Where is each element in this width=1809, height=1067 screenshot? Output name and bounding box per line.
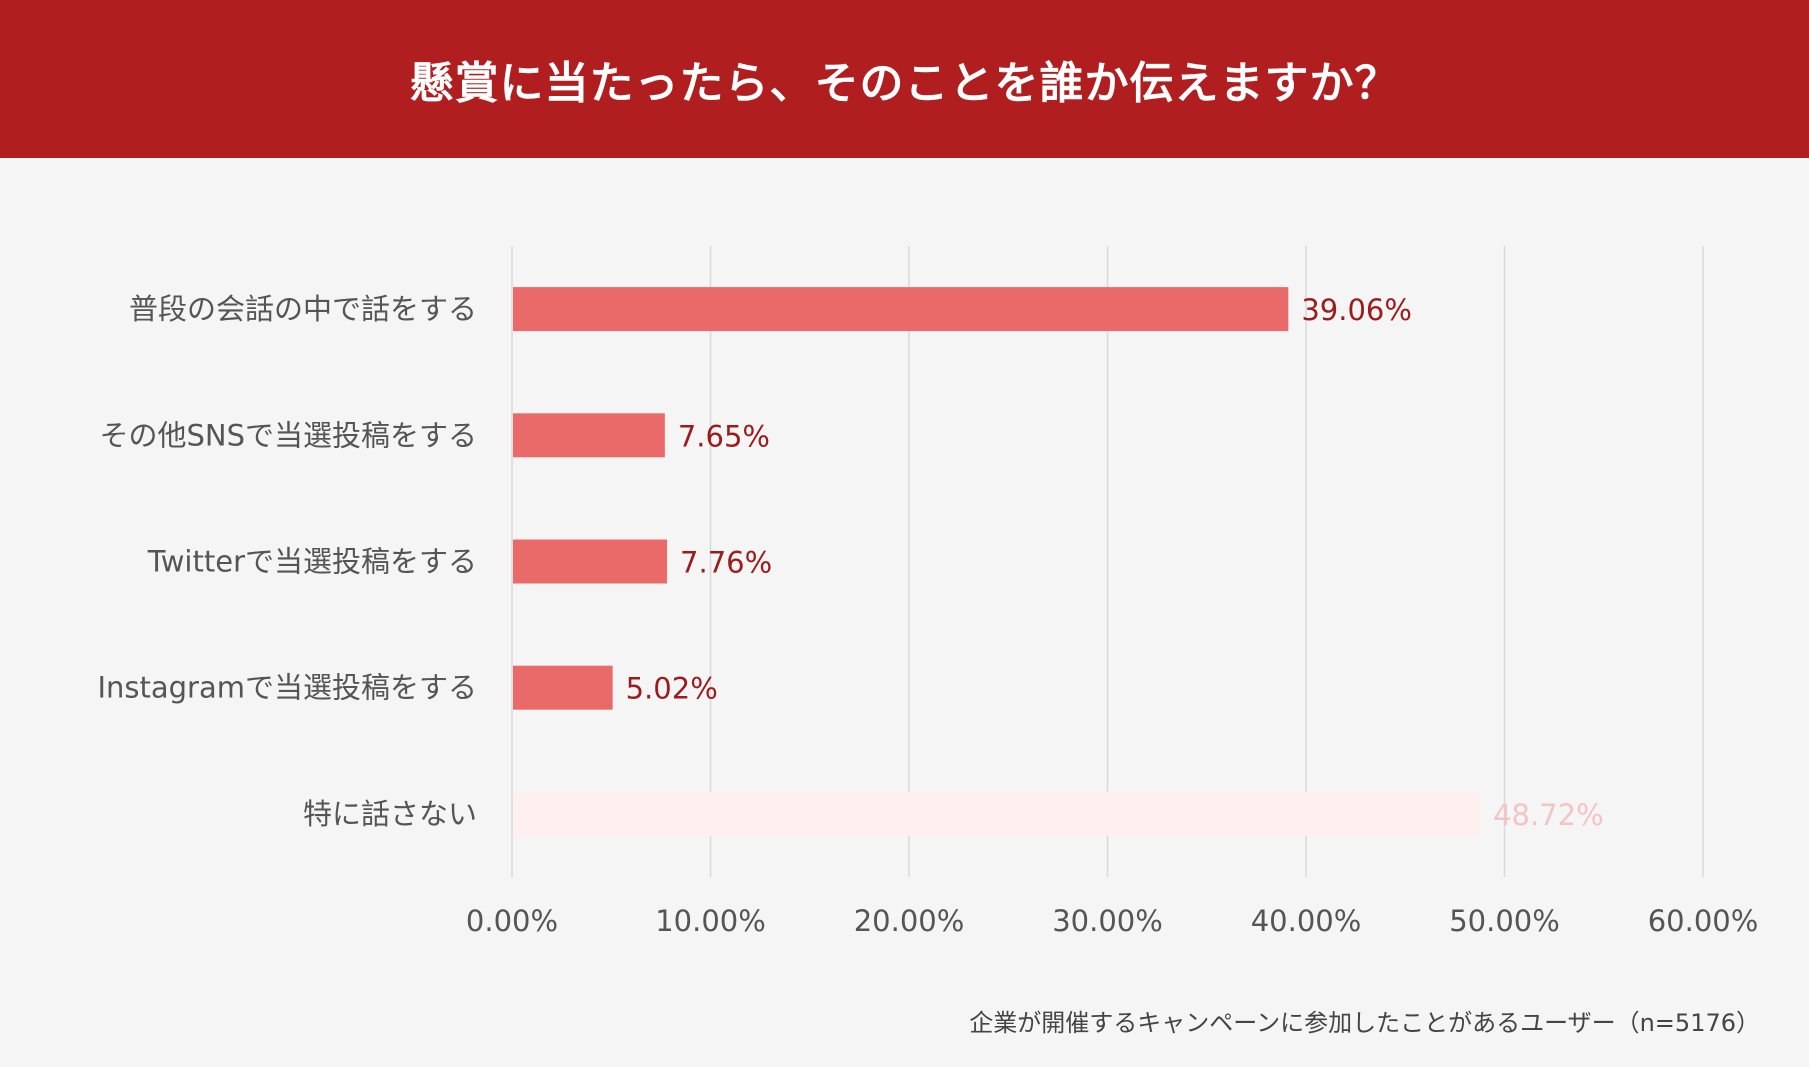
sample-footnote: 企業が開催するキャンペーンに参加したことがあるユーザー（n=5176） [969, 1009, 1760, 1037]
x-tick-label: 20.00% [854, 904, 965, 938]
value-label: 7.76% [680, 546, 772, 580]
chart-header: 懸賞に当たったら、そのことを誰か伝えますか？ [0, 0, 1809, 158]
category-label: 普段の会話の中で話をする [129, 292, 477, 326]
x-tick-label: 60.00% [1648, 904, 1759, 938]
bar [513, 665, 613, 710]
x-tick-label: 50.00% [1449, 904, 1560, 938]
value-label: 39.06% [1301, 293, 1412, 327]
bar [513, 413, 665, 458]
x-tick-label: 40.00% [1251, 904, 1362, 938]
bar [513, 287, 1289, 332]
value-label: 5.02% [626, 672, 718, 706]
value-label: 48.72% [1493, 798, 1604, 832]
value-label: 7.65% [678, 419, 770, 453]
chart-title: 懸賞に当たったら、そのことを誰か伝えますか？ [409, 58, 1400, 109]
category-label: その他SNSで当選投稿をする [99, 418, 477, 452]
x-tick-label: 0.00% [466, 904, 558, 938]
bar [513, 791, 1481, 836]
category-label: 特に話さない [303, 797, 477, 831]
category-label: Twitterで当選投稿をする [147, 545, 477, 579]
bar [513, 539, 668, 584]
x-tick-label: 10.00% [655, 904, 766, 938]
category-label: Instagramで当選投稿をする [97, 671, 477, 705]
x-tick-label: 30.00% [1052, 904, 1163, 938]
